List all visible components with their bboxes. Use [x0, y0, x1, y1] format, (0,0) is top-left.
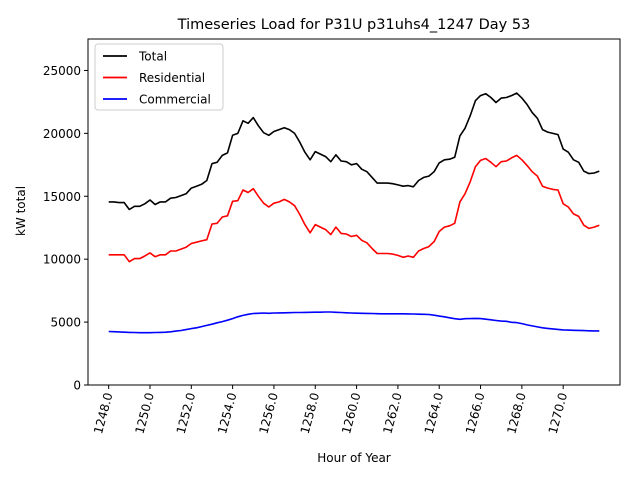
plot-frame	[87, 38, 621, 386]
legend-box	[94, 43, 224, 111]
y-tick-label: 15000	[43, 190, 81, 204]
y-axis-label: kW total	[14, 186, 28, 236]
y-tick-label: 25000	[43, 64, 81, 78]
series-line-residential	[108, 154, 600, 263]
y-tick-label: 0	[73, 379, 81, 393]
series-line-total	[108, 92, 600, 211]
x-axis-label: Hour of Year	[317, 451, 391, 465]
y-tick-label: 20000	[43, 127, 81, 141]
y-tick-label: 10000	[43, 253, 81, 267]
series-line-commercial	[108, 311, 600, 334]
legend-label-commercial: Commercial	[139, 93, 211, 107]
legend-label-total: Total	[138, 50, 167, 64]
chart-title: Timeseries Load for P31U p31uhs4_1247 Da…	[177, 17, 531, 33]
legend-label-residential: Residential	[139, 71, 205, 85]
y-tick-label: 5000	[50, 316, 81, 330]
